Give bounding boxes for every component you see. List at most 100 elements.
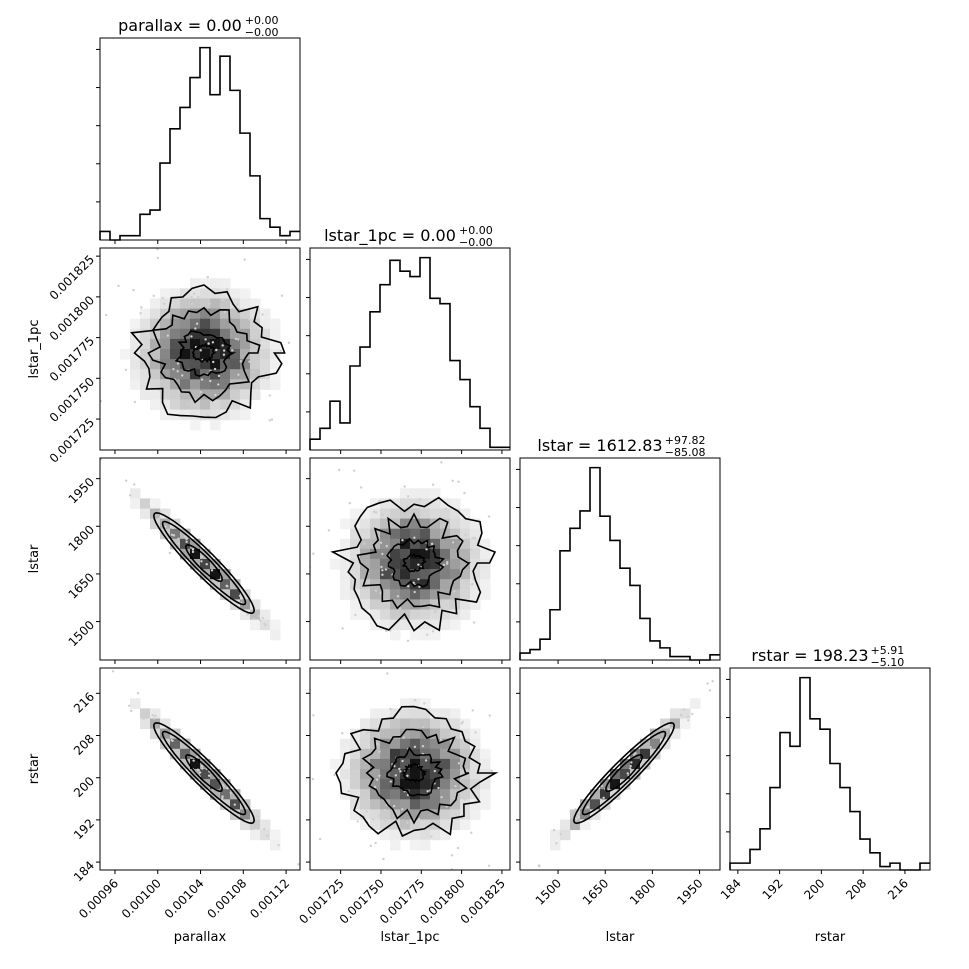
density-cell [340,758,351,770]
scatter-point [488,714,492,717]
scatter-point [440,600,443,603]
density-cell [420,728,431,740]
scatter-point [394,774,398,777]
density-cell [380,748,391,760]
density-cell [400,619,411,631]
scatter-point [708,689,712,692]
density-cell [390,738,401,750]
scatter-point [356,820,359,823]
scatter-point [100,458,103,461]
density-cell [390,609,401,621]
density-cell [480,548,491,560]
density-cell [370,728,381,740]
density-cell [240,288,251,299]
density-cell [580,819,591,831]
scatter-point [670,727,673,730]
density-cell [190,278,201,289]
scatter-point [369,844,373,848]
scatter-point [423,702,426,705]
density-cell [130,698,141,709]
scatter-point [247,317,251,321]
density-cell [140,328,151,340]
density-cell [130,369,141,380]
density-cell [210,789,221,800]
density-cell [220,389,231,400]
density-cell [600,799,611,810]
scatter-point [691,712,694,716]
scatter-point [451,479,454,482]
scatter-point [425,548,428,551]
density-cell [430,769,441,780]
scatter-point [168,397,172,401]
density-cell [210,769,221,780]
density-cell [480,569,491,580]
scatter-point [186,402,189,405]
scatter-point [252,386,255,390]
density-cell [670,708,681,719]
density-cell [220,409,231,421]
density-cell [200,569,211,580]
density-cell [420,538,431,550]
density-cell [240,338,251,350]
density-cell [210,349,221,360]
scatter-point [454,784,457,788]
density-cell [220,779,231,790]
contour-line [161,520,247,606]
density-cell [410,508,421,520]
density-cell [430,748,441,760]
panel-title-parallax: parallax = 0.00 [118,16,242,35]
density-cell [140,349,151,360]
density-cell [480,538,491,550]
scatter-point [176,362,180,365]
density-cell [380,809,391,820]
density-cell [380,569,391,580]
density-cell [360,569,371,580]
density-cell [210,779,221,790]
y-axis-label-lstar_1pc: lstar_1pc [27,320,42,379]
density-cell [380,829,391,841]
density-cell [350,748,361,760]
density-cell [260,819,271,831]
density-cell [470,559,481,570]
density-cell [250,609,261,621]
scatter-point [196,768,199,771]
density-cell [220,379,231,390]
scatter-point [156,248,159,251]
scatter-point [191,302,194,306]
scatter-point [387,381,389,383]
scatter-point [206,275,209,279]
contour-line [386,537,446,588]
x-tick-label-lstar: 1950 [674,876,705,907]
scatter-point [569,809,572,813]
density-cell [400,789,411,800]
scatter-point [424,759,428,762]
density-cell [400,508,411,520]
density-cell [270,338,281,350]
scatter-point [168,551,172,555]
scatter-point [422,726,425,729]
scatter-point [251,336,255,339]
histogram-panel-parallax: parallax = 0.00 +0.00−0.00 [96,14,301,244]
density-cell [410,599,421,610]
scatter-point [195,322,199,325]
density-cell [190,379,201,390]
density-cell [430,799,441,810]
density-cell [440,548,451,560]
density-cell [400,548,411,560]
scatter-point [383,808,386,812]
scatter-point [440,461,443,464]
scatter-point [384,568,388,571]
scatter-point [413,745,417,749]
density-cell [390,559,401,570]
density-cell [390,569,401,580]
density-cell [460,748,471,760]
density-cell [200,758,211,770]
density-cell [160,399,171,411]
x-tick-label-parallax: 0.00104 [162,876,207,921]
density-cell [190,349,201,360]
density-cell [200,769,211,780]
density-cell [380,559,391,570]
scatter-point [222,353,226,356]
density-cell [450,728,461,740]
density-cell [460,779,471,790]
